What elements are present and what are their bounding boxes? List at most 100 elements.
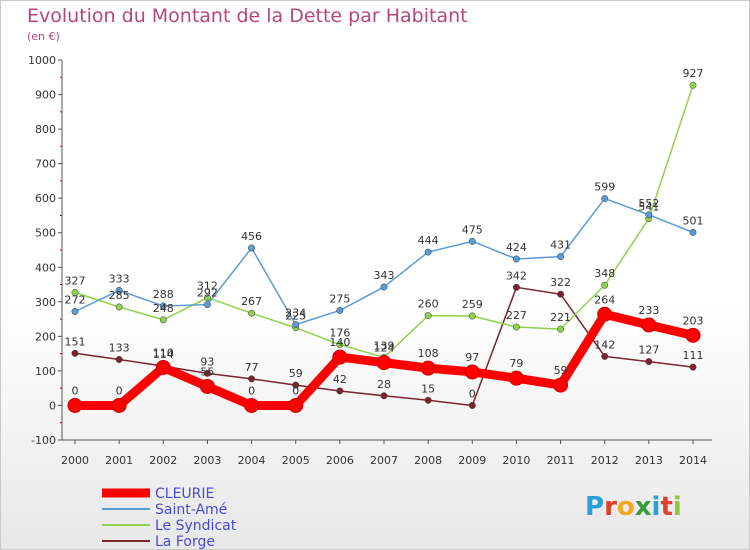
x-tick-label: 2000 [61, 454, 89, 467]
data-label: 285 [109, 289, 130, 302]
data-point [508, 370, 524, 386]
data-point [71, 289, 79, 296]
data-label: 456 [241, 230, 262, 243]
data-point [512, 255, 520, 263]
data-point [380, 283, 388, 291]
x-tick-label: 2006 [326, 454, 354, 467]
x-tick-label: 2014 [679, 454, 707, 467]
y-tick-label: 500 [35, 227, 56, 240]
x-tick-label: 2008 [414, 454, 442, 467]
data-point [424, 248, 432, 256]
data-point [641, 317, 657, 333]
data-point [512, 283, 520, 291]
data-label: 0 [469, 387, 476, 400]
data-label: 292 [197, 287, 218, 300]
data-point [557, 290, 565, 298]
data-label: 267 [241, 295, 262, 308]
y-tick-label: 200 [35, 330, 56, 343]
data-point [199, 378, 215, 394]
data-label: 127 [638, 344, 659, 357]
x-tick-label: 2011 [547, 454, 575, 467]
proxiti-logo: Proxiti [585, 492, 682, 522]
data-label: 552 [638, 197, 659, 210]
data-point [155, 359, 171, 375]
data-label: 475 [462, 223, 483, 236]
legend-label: CLEURIE [155, 486, 214, 502]
data-point [115, 303, 123, 311]
data-label: 312 [197, 280, 218, 293]
data-point [336, 307, 344, 314]
y-tick-label: 0 [49, 399, 56, 412]
data-label: 259 [462, 298, 483, 311]
data-label: 114 [153, 348, 174, 361]
data-label: 348 [594, 267, 615, 280]
chart-subtitle: (en €) [27, 30, 60, 43]
data-label: 225 [285, 310, 306, 323]
legend-label: Le Syndicat [155, 518, 237, 534]
data-point [512, 323, 520, 331]
data-label: 0 [116, 384, 123, 397]
data-point [376, 355, 392, 371]
data-point [424, 312, 432, 320]
data-point [468, 312, 476, 320]
data-point [689, 81, 697, 89]
data-label: 501 [683, 214, 704, 227]
data-point [645, 211, 653, 219]
data-label: 108 [418, 347, 439, 360]
data-point [557, 253, 565, 261]
data-label: 59 [554, 364, 568, 377]
chart-title: Evolution du Montant de la Dette par Hab… [27, 5, 468, 27]
data-label: 260 [418, 298, 439, 311]
x-tick-label: 2009 [458, 454, 486, 467]
data-label: 343 [374, 269, 395, 282]
data-point [597, 306, 613, 322]
data-point [689, 228, 697, 236]
data-point [71, 308, 79, 315]
legend-label: La Forge [155, 534, 215, 550]
data-point [464, 364, 480, 380]
data-label: 142 [594, 338, 615, 351]
data-point [244, 397, 260, 413]
data-labels: 151 133 114 93 77 59 42 28 15 0 342 322 142 127 111 327… [65, 67, 704, 400]
y-tick-label: 1000 [28, 54, 56, 67]
y-tick-label: 400 [35, 261, 56, 274]
data-point [115, 286, 123, 294]
y-tick-label: 300 [35, 296, 56, 309]
data-label: 15 [421, 382, 435, 395]
data-point [336, 387, 344, 395]
data-label: 233 [638, 304, 659, 317]
data-label: 0 [72, 384, 79, 397]
data-point [115, 356, 123, 363]
data-point [248, 244, 256, 252]
data-label: 431 [550, 239, 571, 252]
data-label: 342 [506, 269, 527, 282]
data-label: 327 [65, 274, 86, 287]
axes: -100010020030040050060070080090010002000… [28, 54, 712, 467]
data-point [71, 349, 79, 357]
data-label: 541 [638, 201, 659, 214]
data-point [203, 369, 211, 377]
data-point [424, 396, 432, 404]
y-tick-label: 700 [35, 158, 56, 171]
data-point [420, 360, 436, 376]
y-tick-label: 600 [35, 192, 56, 205]
x-tick-label: 2003 [193, 454, 221, 467]
data-point [689, 363, 697, 371]
data-label: 151 [65, 335, 86, 348]
data-point [159, 302, 167, 310]
data-label: 133 [109, 342, 130, 355]
data-label: 111 [683, 349, 704, 362]
x-tick-label: 2001 [105, 454, 133, 467]
data-point [67, 397, 83, 413]
data-point [601, 281, 609, 289]
data-point [292, 321, 300, 329]
data-point [557, 325, 565, 333]
data-label: 221 [550, 311, 571, 324]
data-label: 272 [65, 293, 86, 306]
data-label: 264 [594, 293, 615, 306]
data-label: 97 [465, 351, 479, 364]
data-label: 288 [153, 288, 174, 301]
series-layer [67, 81, 701, 413]
data-point [601, 195, 609, 202]
